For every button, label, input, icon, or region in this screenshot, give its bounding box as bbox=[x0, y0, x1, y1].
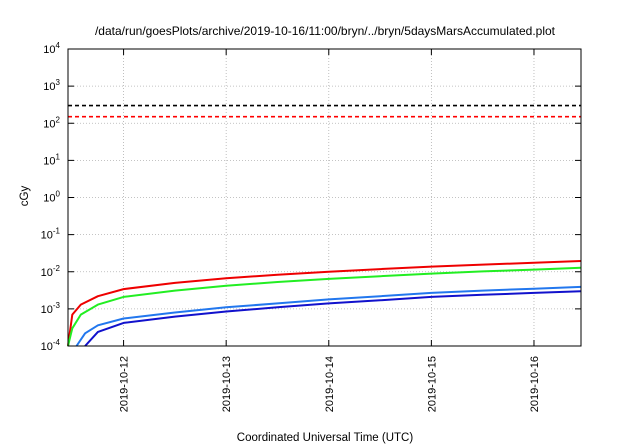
y-tick-label-exponent: 2 bbox=[56, 115, 61, 124]
y-tick-label-exponent: -2 bbox=[53, 264, 61, 273]
y-tick-label: 10-1 bbox=[41, 227, 61, 242]
y-tick-label: 100 bbox=[43, 190, 60, 205]
series-line bbox=[84, 290, 582, 347]
y-tick-label: 10-2 bbox=[41, 264, 61, 279]
y-tick-label-base: 10 bbox=[43, 155, 55, 167]
series-line bbox=[75, 285, 582, 347]
y-tick-label-exponent: -3 bbox=[53, 301, 61, 310]
y-tick-label-base: 10 bbox=[41, 341, 53, 353]
y-tick-label-base: 10 bbox=[43, 44, 55, 56]
series-line bbox=[67, 266, 582, 347]
y-tick-label-base: 10 bbox=[41, 304, 53, 316]
y-tick-label: 10-3 bbox=[41, 301, 61, 316]
y-tick-label-exponent: -4 bbox=[53, 338, 61, 347]
y-tick-label: 104 bbox=[43, 41, 60, 56]
chart-title: /data/run/goesPlots/archive/2019-10-16/1… bbox=[95, 24, 556, 38]
x-axis-ticks: 2019-10-12 2019-10-13 2019-10-14 2019-10-15… bbox=[119, 49, 541, 412]
x-tick-label: 2019-10-14 bbox=[324, 356, 336, 412]
y-tick-label-exponent: 4 bbox=[56, 41, 61, 50]
y-tick-label: 102 bbox=[43, 115, 60, 130]
x-tick-label: 2019-10-15 bbox=[426, 356, 438, 412]
y-tick-label: 103 bbox=[43, 78, 60, 93]
y-tick-label-base: 10 bbox=[43, 81, 55, 93]
y-tick-label-base: 10 bbox=[43, 118, 55, 130]
series-lines bbox=[67, 260, 582, 347]
x-tick-label: 2019-10-13 bbox=[221, 356, 233, 412]
plot-frame bbox=[67, 48, 582, 347]
y-tick-label: 101 bbox=[43, 152, 60, 167]
y-tick-label-base: 10 bbox=[41, 267, 53, 279]
grid bbox=[68, 49, 581, 346]
x-tick-label: 2019-10-16 bbox=[529, 356, 541, 412]
y-tick-label-exponent: 0 bbox=[56, 190, 61, 199]
y-tick-label-base: 10 bbox=[41, 230, 53, 242]
x-tick-label: 2019-10-12 bbox=[119, 356, 131, 412]
series-line bbox=[67, 260, 582, 347]
y-tick-label-base: 10 bbox=[43, 193, 55, 205]
reference-lines bbox=[68, 104, 581, 118]
y-tick-label-exponent: 1 bbox=[56, 152, 61, 161]
y-axis-label: cGy bbox=[19, 186, 31, 207]
x-axis-label: Coordinated Universal Time (UTC) bbox=[237, 432, 414, 444]
y-tick-label-exponent: 3 bbox=[56, 78, 61, 87]
y-tick-label: 10-4 bbox=[41, 338, 61, 353]
y-tick-label-exponent: -1 bbox=[53, 227, 61, 236]
